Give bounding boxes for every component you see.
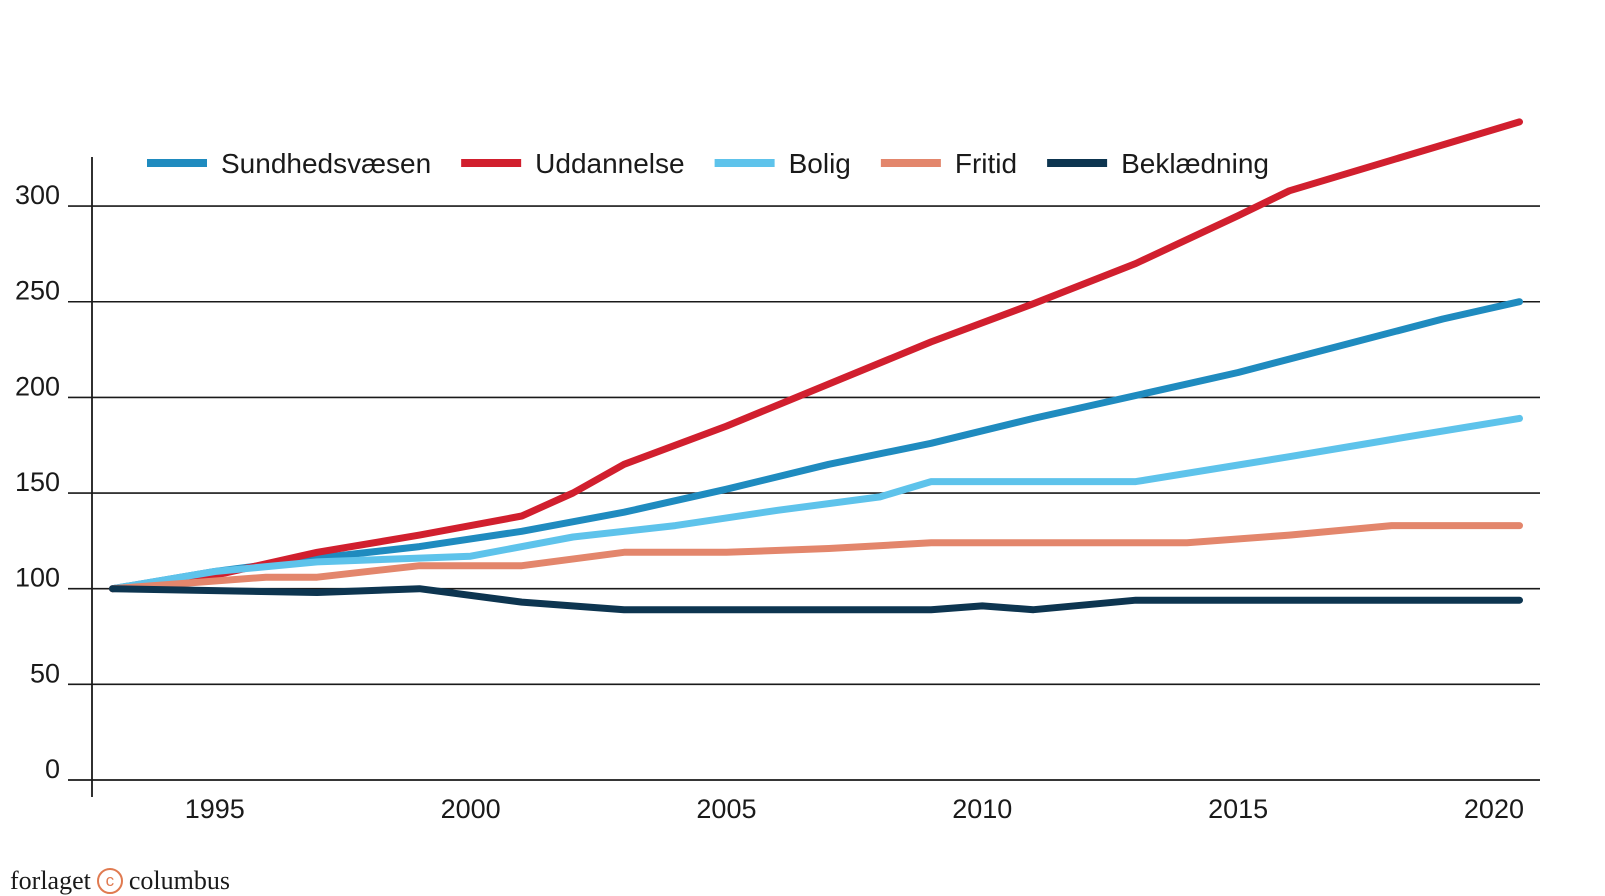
- series-line-4: [109, 585, 1523, 614]
- publisher-logo: forlaget c columbus: [10, 866, 230, 896]
- x-tick-label: 2005: [696, 794, 756, 824]
- axes: [68, 157, 1540, 797]
- legend-item-3: Fritid: [880, 148, 1017, 179]
- y-tick-label: 50: [30, 658, 60, 688]
- legend: Sundhedsvæsen Uddannelse Bolig Fritid Beklæd…: [147, 148, 1269, 179]
- x-tick-label: 1995: [185, 794, 245, 824]
- legend-label: Fritid: [955, 148, 1017, 179]
- legend-item-0: Sundhedsvæsen: [147, 148, 431, 179]
- series-line-2: [109, 414, 1523, 593]
- legend-label: Beklædning: [1121, 148, 1269, 179]
- series-line-3: [109, 522, 1523, 593]
- legend-item-1: Uddannelse: [461, 148, 685, 179]
- y-tick-labels: 0 50 100 150 200 250 300: [15, 180, 60, 784]
- legend-label: Uddannelse: [535, 148, 684, 179]
- x-tick-label: 2010: [952, 794, 1012, 824]
- y-tick-label: 100: [15, 563, 60, 593]
- x-tick-label: 2000: [441, 794, 501, 824]
- x-tick-label: 2020: [1464, 794, 1524, 824]
- x-tick-labels: 1995 2000 2005 2010 2015 2020: [185, 794, 1524, 824]
- grid-lines: [68, 205, 1540, 686]
- legend-label: Bolig: [789, 148, 851, 179]
- legend-item-4: Beklædning: [1047, 148, 1269, 179]
- copyright-icon: c: [96, 868, 123, 894]
- series-line-0: [109, 298, 1523, 593]
- legend-item-2: Bolig: [714, 148, 851, 179]
- series-lines: [109, 118, 1523, 614]
- legend-label: Sundhedsvæsen: [221, 148, 431, 179]
- publisher-name-prefix: forlaget: [10, 866, 91, 895]
- y-tick-label: 150: [15, 467, 60, 497]
- y-tick-label: 0: [45, 754, 60, 784]
- publisher-name-suffix: columbus: [128, 866, 230, 895]
- y-tick-label: 250: [15, 276, 60, 306]
- x-tick-label: 2015: [1208, 794, 1268, 824]
- y-tick-label: 200: [15, 371, 60, 401]
- y-tick-label: 300: [15, 180, 60, 210]
- series-line-1: [109, 118, 1523, 593]
